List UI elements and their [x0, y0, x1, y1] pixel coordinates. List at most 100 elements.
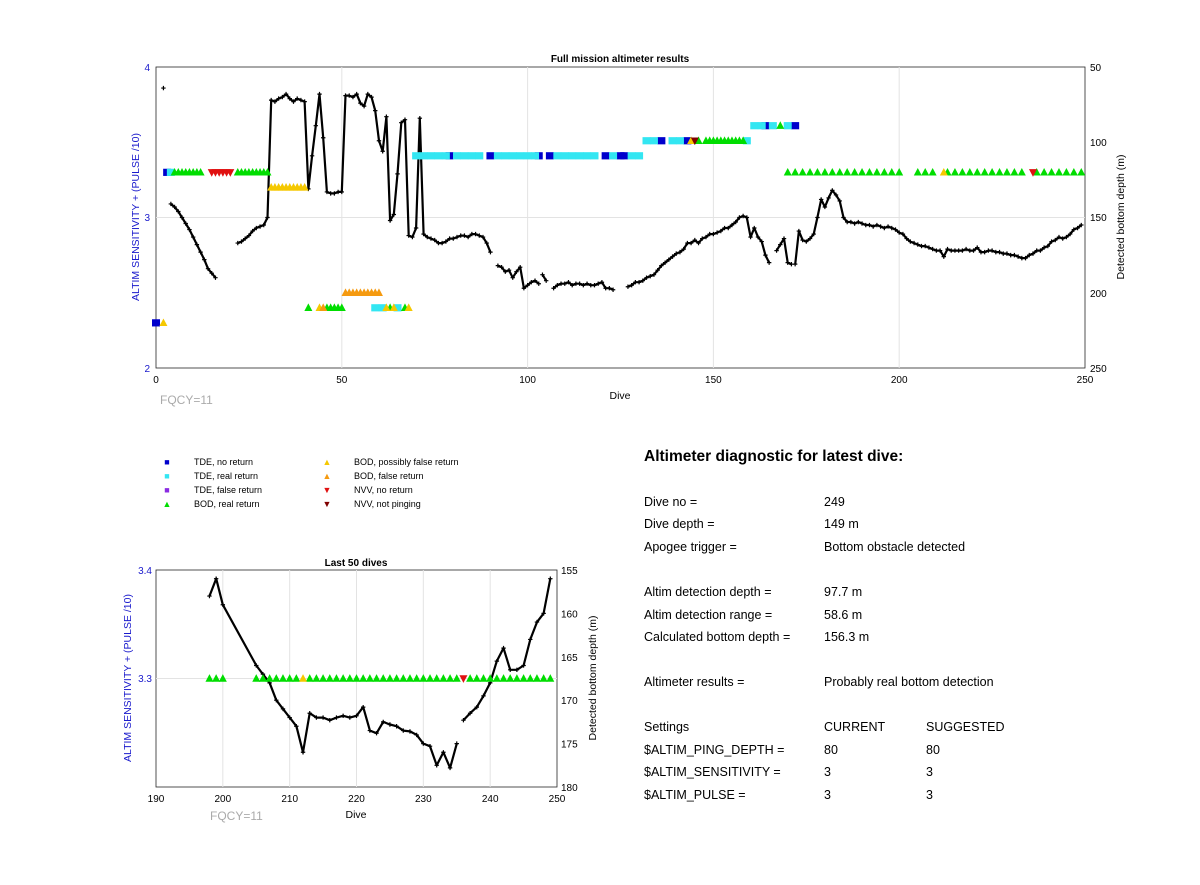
- tde-marker: [750, 122, 759, 130]
- bod-marker: [300, 183, 309, 191]
- depth-point: [889, 225, 894, 231]
- depth-point: [837, 198, 842, 204]
- depth-point: [755, 234, 761, 240]
- bottom-x-tick-label: 210: [281, 794, 298, 805]
- bod-marker: [319, 674, 328, 682]
- depth-point: [194, 242, 200, 247]
- tde-marker: [426, 152, 435, 160]
- depth-point: [1056, 234, 1062, 240]
- depth-point: [514, 269, 519, 274]
- depth-point: [283, 91, 289, 97]
- bod-marker: [1062, 167, 1071, 176]
- bod-marker: [776, 121, 785, 129]
- depth-point: [268, 97, 274, 103]
- depth-point: [391, 212, 397, 217]
- depth-point: [748, 234, 753, 240]
- settings-label: Settings: [644, 720, 690, 734]
- depth-point: [276, 96, 281, 101]
- depth-point: [417, 115, 423, 121]
- bod-marker: [305, 674, 314, 682]
- depth-point: [434, 763, 439, 768]
- depth-point: [265, 215, 270, 220]
- bod-marker: [299, 674, 308, 682]
- depth-point: [324, 189, 330, 195]
- depth-point: [514, 667, 520, 673]
- bod-marker: [1032, 167, 1041, 176]
- bottom-x-axis-label: Dive: [345, 809, 366, 821]
- bottom-y-right-tick-label: 170: [561, 696, 578, 707]
- top-grid: [156, 67, 1085, 368]
- bod-marker: [258, 674, 267, 682]
- tde-marker: [523, 152, 532, 160]
- depth-point: [172, 204, 177, 210]
- dive-no-value: 249: [824, 495, 845, 509]
- depth-point: [978, 249, 984, 255]
- depth-point: [272, 99, 278, 104]
- top-x-tick-label: 150: [705, 375, 722, 386]
- top-x-tick-labels: 0 50 100 150 200 250: [153, 375, 1094, 386]
- tde-marker: [627, 152, 636, 160]
- bod-marker: [372, 674, 381, 682]
- depth-point: [960, 248, 965, 253]
- depth-point: [528, 637, 533, 642]
- depth-point: [365, 91, 371, 97]
- sensitivity-label: $ALTIM_SENSITIVITY =: [644, 765, 781, 779]
- depth-point: [187, 227, 192, 232]
- top-axes: 0 50 100 150 200 250 2 3 4 50 100 150 20…: [144, 63, 1107, 386]
- tde-marker: [486, 152, 495, 160]
- bod-marker: [1077, 167, 1086, 176]
- top-x-tick-label: 100: [519, 375, 536, 386]
- depth-point: [480, 234, 486, 240]
- depth-point: [714, 230, 720, 235]
- depth-point: [381, 719, 386, 725]
- bod-marker: [352, 674, 361, 682]
- depth-point: [521, 286, 527, 291]
- ping-depth-current: 80: [824, 743, 838, 757]
- depth-point: [525, 283, 530, 288]
- tde-marker: [467, 152, 476, 160]
- depth-point: [427, 744, 433, 749]
- depth-point: [878, 224, 883, 229]
- tde-marker: [393, 304, 402, 312]
- bod-marker: [1017, 167, 1026, 176]
- depth-point: [287, 715, 292, 720]
- depth-point: [261, 222, 266, 228]
- depth-point: [543, 278, 549, 283]
- depth-point: [454, 741, 459, 746]
- depth-point: [499, 264, 504, 270]
- bod-marker: [1054, 167, 1063, 176]
- top-y-right-tick-label: 200: [1090, 289, 1107, 300]
- depth-point: [971, 248, 976, 253]
- depth-point: [640, 278, 645, 283]
- altimeter-results-value: Probably real bottom detection: [824, 675, 994, 689]
- depth-point: [908, 239, 913, 244]
- depth-point: [967, 248, 973, 253]
- bod-marker: [205, 674, 214, 682]
- depth-point: [454, 234, 460, 240]
- depth-point: [421, 741, 426, 746]
- depth-point: [592, 283, 597, 288]
- depth-point: [941, 254, 946, 259]
- depth-point: [190, 234, 196, 240]
- depth-point: [841, 215, 846, 220]
- bod-marker: [950, 167, 959, 176]
- top-y-left-axis-label: ALTIM SENSITIVITY + (PULSE /10): [130, 133, 142, 301]
- depth-point: [501, 645, 506, 651]
- depth-point: [494, 658, 500, 664]
- bottom-fqcy-label: FQCY=11: [210, 809, 263, 823]
- depth-point: [963, 246, 969, 252]
- depth-point: [376, 138, 382, 143]
- bod-marker: [212, 674, 221, 682]
- depth-point: [436, 240, 441, 246]
- depth-point: [406, 233, 411, 238]
- depth-point: [781, 236, 787, 241]
- top-marker-series: [152, 121, 1086, 327]
- tde-marker: [620, 152, 629, 160]
- depth-point: [548, 576, 553, 581]
- bod-marker: [472, 674, 481, 682]
- depth-point: [1034, 248, 1039, 253]
- top-x-tick-label: 50: [336, 375, 348, 386]
- depth-point: [859, 221, 865, 226]
- top-y-right-tick-label: 50: [1090, 63, 1102, 74]
- bottom-x-tick-label: 230: [415, 794, 432, 805]
